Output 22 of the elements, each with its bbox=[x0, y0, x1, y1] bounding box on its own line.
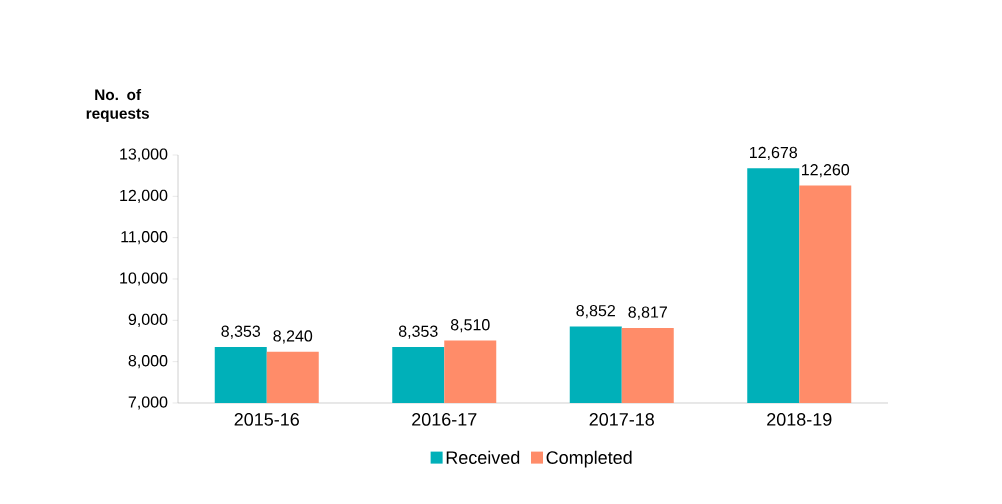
y-tick-label: 10,000 bbox=[120, 272, 168, 286]
data-label: 8,510 bbox=[450, 319, 490, 333]
legend-label: Received bbox=[446, 450, 520, 464]
y-tick-label: 8,000 bbox=[128, 355, 168, 369]
data-label: 8,353 bbox=[398, 325, 438, 339]
y-tick-label: 7,000 bbox=[128, 396, 168, 410]
y-tick-label: 9,000 bbox=[128, 313, 168, 327]
data-label: 8,353 bbox=[221, 325, 261, 339]
y-tick-label: 11,000 bbox=[121, 231, 168, 245]
x-tick-label: 2016-17 bbox=[412, 413, 477, 426]
data-label: 8,240 bbox=[273, 330, 313, 344]
data-label: 8,852 bbox=[576, 304, 615, 319]
y-tick-label: 13,000 bbox=[120, 148, 168, 162]
data-label: 12,678 bbox=[750, 146, 798, 161]
y-tick-label: 12,000 bbox=[120, 189, 168, 203]
data-label: 12,260 bbox=[802, 164, 850, 178]
y-axis-title: No. of requests bbox=[86, 88, 149, 122]
x-tick-label: 2018-19 bbox=[767, 413, 832, 426]
data-label: 8,817 bbox=[628, 306, 667, 320]
x-tick-label: 2015-16 bbox=[234, 413, 299, 426]
legend-label: Completed bbox=[546, 450, 632, 468]
x-tick-label: 2017-18 bbox=[589, 413, 654, 426]
